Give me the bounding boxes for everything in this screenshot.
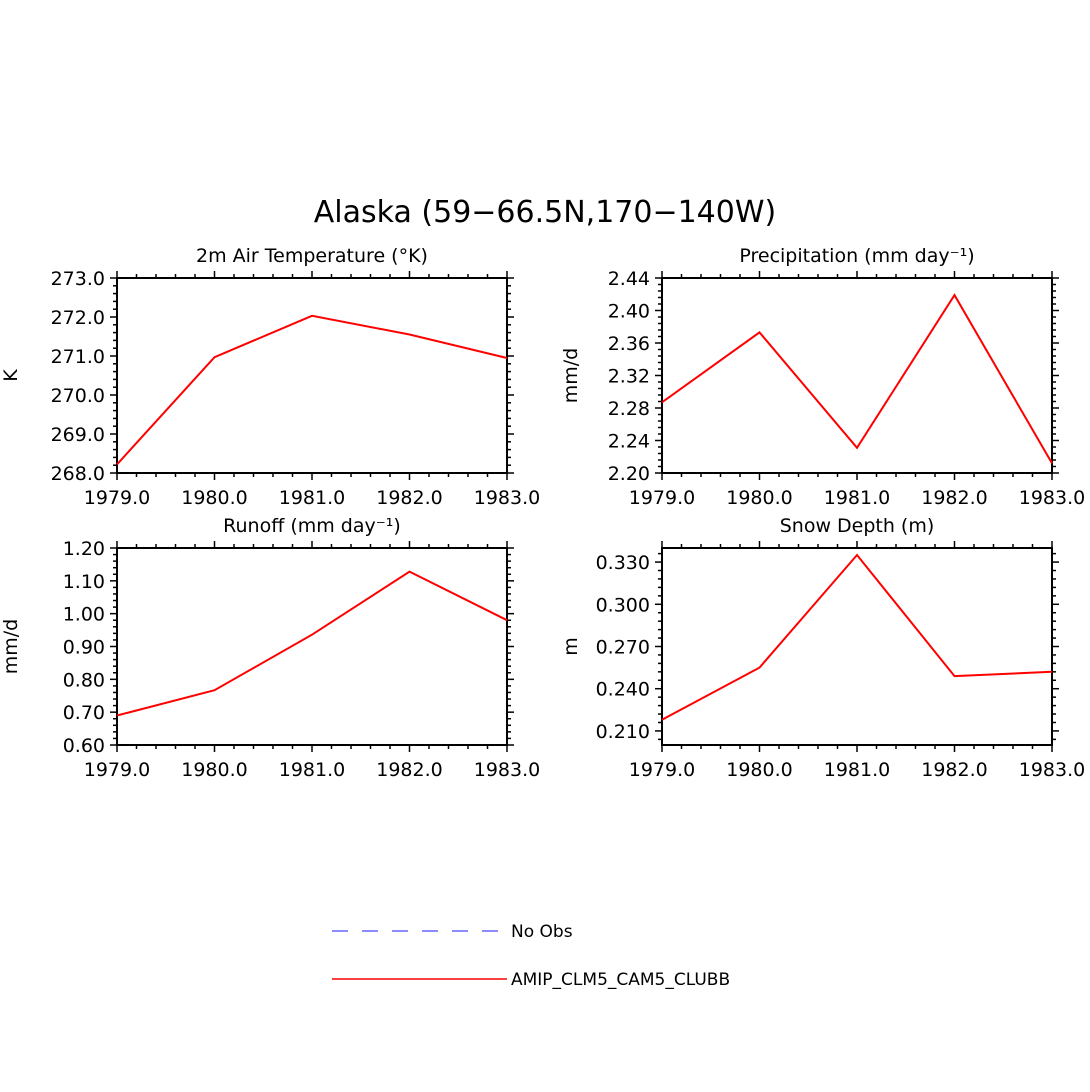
y-tick-label: 1.00	[63, 604, 105, 626]
legend-model-label: AMIP_CLM5_CAM5_CLUBB	[511, 970, 730, 990]
y-tick-label: 273.0	[51, 268, 105, 290]
x-tick-label: 1979.0	[84, 759, 150, 781]
x-tick-label: 1981.0	[279, 487, 345, 509]
panel-precip: 1979.0 1980.0 1981.0 1982.0 1983.0 2.20 2.24 2.…	[560, 245, 1085, 509]
y-axis-label: mm/d	[0, 619, 22, 674]
y-tick-label: 2.44	[608, 268, 650, 290]
y-tick-label: 2.32	[608, 366, 650, 388]
y-tick-label: 0.330	[596, 552, 650, 574]
y-axis-label: K	[0, 369, 22, 382]
y-tick-label: 270.0	[51, 385, 105, 407]
panels: 1979.0 1980.0 1981.0 1982.0 1983.0 268.0 269.0…	[0, 245, 1085, 781]
x-tick-label: 1983.0	[1019, 759, 1085, 781]
series-line-model	[661, 293, 1053, 464]
y-tick-label: 1.20	[63, 538, 105, 560]
x-tick-label: 1982.0	[921, 487, 987, 509]
y-axis-label: mm/d	[560, 348, 582, 403]
panel-title: 2m Air Temperature (°K)	[196, 245, 428, 267]
panel-title: Snow Depth (m)	[780, 515, 935, 537]
legend-no-obs-label: No Obs	[511, 922, 573, 942]
x-tick-label: 1982.0	[376, 759, 442, 781]
x-tick-label: 1979.0	[629, 759, 695, 781]
y-tick-label: 2.36	[608, 333, 650, 355]
panel-title: Runoff (mm day⁻¹)	[223, 515, 401, 537]
y-tick-label: 2.20	[608, 463, 650, 485]
x-tick-label: 1983.0	[474, 487, 540, 509]
y-tick-label: 0.90	[63, 637, 105, 659]
legend: No Obs AMIP_CLM5_CAM5_CLUBB	[332, 922, 730, 990]
y-tick-label: 268.0	[51, 463, 105, 485]
x-tick-label: 1983.0	[474, 759, 540, 781]
y-tick-label: 0.300	[596, 594, 650, 616]
y-tick-label: 0.210	[596, 721, 650, 743]
y-axis-label: m	[560, 637, 582, 656]
plot-frame	[116, 277, 508, 474]
y-tick-label: 0.240	[596, 679, 650, 701]
y-tick-label: 2.40	[608, 301, 650, 323]
y-tick-label: 272.0	[51, 307, 105, 329]
x-tick-label: 1980.0	[726, 759, 792, 781]
x-tick-label: 1979.0	[629, 487, 695, 509]
y-tick-label: 2.28	[608, 398, 650, 420]
panel-runoff: 1979.0 1980.0 1981.0 1982.0 1983.0 0.60 0.70 0.…	[0, 515, 540, 781]
series-line-model	[116, 314, 508, 466]
plot-frame	[116, 547, 508, 746]
series-line-model	[661, 553, 1053, 721]
y-tick-label: 0.60	[63, 735, 105, 757]
plot-frame	[661, 547, 1053, 746]
figure-title: Alaska (59−66.5N,170−140W)	[314, 195, 776, 230]
x-tick-label: 1980.0	[181, 487, 247, 509]
plot-frame	[661, 277, 1053, 474]
x-tick-label: 1983.0	[1019, 487, 1085, 509]
x-tick-label: 1982.0	[376, 487, 442, 509]
y-tick-label: 271.0	[51, 346, 105, 368]
x-tick-label: 1981.0	[279, 759, 345, 781]
panel-air-temp: 1979.0 1980.0 1981.0 1982.0 1983.0 268.0 269.0…	[0, 245, 540, 509]
x-tick-label: 1980.0	[181, 759, 247, 781]
series-line-model	[116, 570, 508, 717]
x-tick-label: 1982.0	[921, 759, 987, 781]
x-tick-label: 1980.0	[726, 487, 792, 509]
x-tick-label: 1981.0	[824, 487, 890, 509]
panel-title: Precipitation (mm day⁻¹)	[739, 245, 974, 267]
y-tick-label: 0.80	[63, 669, 105, 691]
y-tick-label: 2.24	[608, 431, 650, 453]
x-tick-label: 1981.0	[824, 759, 890, 781]
panel-snow-depth: 1979.0 1980.0 1981.0 1982.0 1983.0 0.210 0.240…	[560, 515, 1085, 781]
y-tick-label: 0.70	[63, 702, 105, 724]
y-tick-label: 1.10	[63, 571, 105, 593]
x-tick-label: 1979.0	[84, 487, 150, 509]
y-tick-label: 0.270	[596, 637, 650, 659]
y-tick-label: 269.0	[51, 424, 105, 446]
